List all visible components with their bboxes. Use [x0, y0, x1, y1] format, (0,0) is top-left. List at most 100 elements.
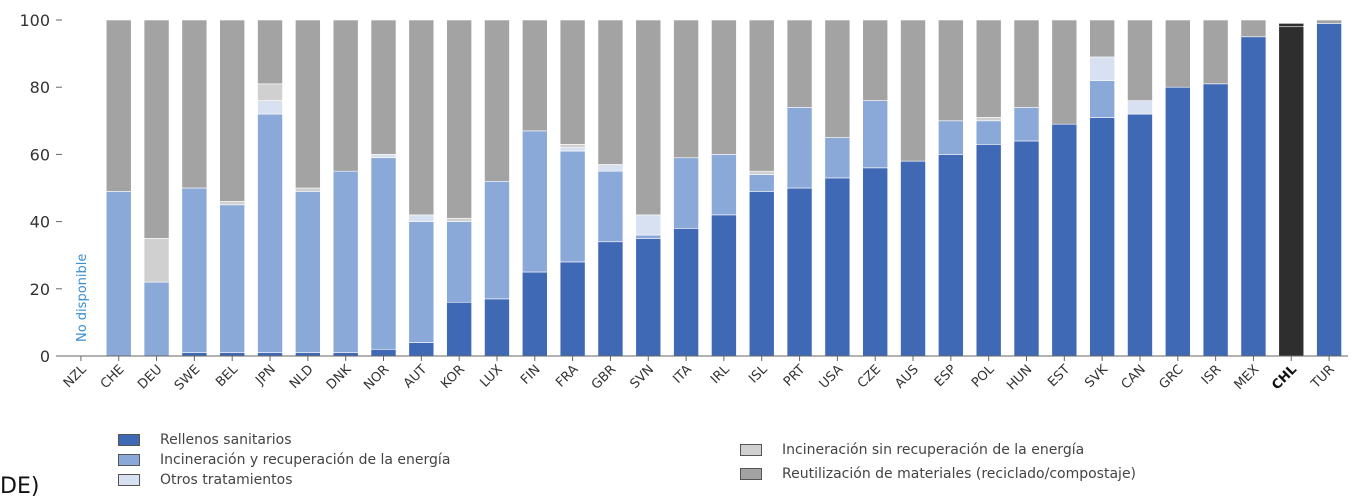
y-tick-label: 60 — [30, 145, 50, 164]
bar-segment-irl — [711, 19, 737, 155]
bar-segment-svk — [1089, 19, 1115, 58]
bar-segment-bel — [219, 19, 246, 202]
bar-segment-fin — [521, 271, 548, 357]
bar-segment-lux — [484, 298, 510, 357]
legend-item-reutilizacion: Reutilización de materiales (reciclado/c… — [740, 466, 1136, 482]
bar-segment-grc — [1164, 86, 1191, 357]
bar-segment-fra — [559, 19, 586, 145]
bar-segment-cze — [862, 100, 889, 169]
bar-segment-svk — [1089, 117, 1115, 357]
bar-segment-isl — [748, 170, 775, 175]
bar-segment-hun — [1013, 140, 1040, 357]
truncated-caption: DE) — [0, 474, 40, 499]
bar-segment-usa — [824, 19, 851, 138]
bar-segment-kor — [446, 301, 472, 357]
bar-segment-prt — [786, 187, 813, 357]
bar-segment-mex — [1240, 19, 1267, 38]
legend-label: Otros tratamientos — [160, 472, 293, 488]
bar-segment-can — [1127, 113, 1153, 357]
bar-segment-lux — [484, 180, 510, 300]
bar-segment-isl — [748, 19, 775, 172]
legend-item-incineracion-sin: Incineración sin recuperación de la ener… — [740, 442, 1084, 458]
legend-swatch — [740, 468, 762, 480]
bar-segment-tur — [1316, 19, 1342, 24]
x-tick-label-svk: SVK — [1082, 362, 1111, 391]
x-tick-label-isl: ISL — [746, 362, 771, 387]
bar-segment-isr — [1202, 19, 1229, 85]
bar-segment-deu — [143, 238, 170, 283]
y-tick-label: 20 — [30, 280, 50, 299]
x-tick-label-jpn: JPN — [252, 362, 278, 388]
bar-segment-nld — [295, 191, 321, 353]
bar-segment-esp — [938, 120, 964, 155]
bar-segment-pol — [975, 19, 1002, 118]
bar-segment-bel — [219, 204, 246, 353]
x-tick-label-fin: FIN — [518, 362, 543, 387]
bar-segment-swe — [181, 19, 208, 189]
x-tick-label-est: EST — [1045, 362, 1073, 390]
bar-segment-nor — [370, 19, 397, 155]
legend-swatch — [118, 454, 140, 466]
x-tick-label-aus: AUS — [892, 362, 921, 391]
x-tick-label-bel: BEL — [213, 362, 241, 390]
x-tick-label-svn: SVN — [627, 362, 657, 392]
bar-segment-kor — [446, 19, 472, 219]
legend-swatch — [118, 434, 140, 446]
legend-label: Incineración y recuperación de la energí… — [160, 452, 451, 468]
bar-segment-est — [1051, 123, 1078, 357]
bar-segment-kor — [446, 217, 472, 222]
legend-swatch — [740, 444, 762, 456]
bar-segment-fra — [559, 144, 586, 148]
bar-segment-svk — [1089, 56, 1115, 81]
bar-segment-cze — [862, 167, 889, 357]
y-tick-label: 100 — [19, 11, 50, 30]
bar-segment-jpn — [257, 83, 283, 101]
bar-segment-svn — [635, 238, 662, 357]
bar-segment-aut — [408, 221, 435, 343]
bar-segment-hun — [1013, 19, 1040, 108]
x-tick-label-gbr: GBR — [589, 362, 619, 392]
bar-segment-jpn — [257, 113, 283, 353]
bar-segment-che — [105, 191, 132, 357]
bar-segment-esp — [938, 19, 964, 122]
bar-segment-chl — [1278, 23, 1305, 28]
bar-segment-ita — [673, 157, 699, 229]
x-axis: NZL CHE DEU SWE BEL JPN NLD DNK NOR AUT KOR LUX FIN F… — [61, 355, 1348, 394]
x-tick-label-irl: IRL — [708, 362, 733, 387]
bar-segment-can — [1127, 19, 1153, 101]
bar-segment-svn — [635, 234, 662, 239]
bar-segment-jpn — [257, 19, 283, 85]
bar-segment-pol — [975, 117, 1002, 122]
legend-label: Rellenos sanitarios — [160, 432, 292, 448]
bars — [105, 19, 1342, 357]
bar-segment-isr — [1202, 83, 1229, 357]
x-tick-label-lux: LUX — [477, 362, 505, 390]
bar-segment-gbr — [597, 19, 624, 165]
bar-segment-gbr — [597, 241, 624, 357]
bar-segment-nor — [370, 157, 397, 350]
bar-segment-fin — [521, 19, 548, 132]
legend-label: Reutilización de materiales (reciclado/c… — [782, 466, 1137, 482]
bar-segment-usa — [824, 137, 851, 179]
bar-segment-cze — [862, 19, 889, 101]
bar-segment-nld — [295, 352, 321, 357]
x-tick-label-kor: KOR — [438, 362, 468, 392]
x-tick-label-fra: FRA — [553, 362, 581, 390]
bar-segment-dnk — [332, 170, 359, 353]
y-tick-label: 80 — [30, 78, 50, 97]
bar-segment-aut — [408, 19, 435, 216]
x-tick-label-deu: DEU — [135, 362, 165, 392]
bar-segment-aut — [408, 342, 435, 357]
bar-segment-dnk — [332, 19, 359, 172]
bar-segment-nld — [295, 187, 321, 192]
legend-item-otros: Otros tratamientos — [118, 472, 293, 488]
bar-segment-che — [105, 19, 132, 192]
x-tick-label-prt: PRT — [781, 362, 809, 390]
bar-segment-nor — [370, 348, 397, 357]
x-tick-label-usa: USA — [817, 362, 847, 392]
y-tick-label: 0 — [40, 347, 50, 366]
x-tick-label-swe: SWE — [172, 362, 203, 393]
x-tick-label-hun: HUN — [1004, 362, 1035, 393]
bar-segment-svk — [1089, 80, 1115, 118]
bar-segment-irl — [711, 214, 737, 357]
